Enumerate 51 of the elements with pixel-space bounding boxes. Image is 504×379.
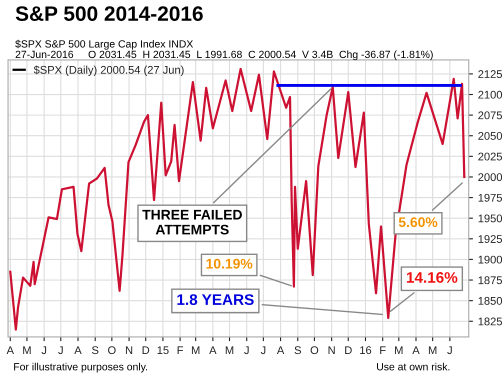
x-tick-label: S [92, 346, 98, 354]
y-tick-label: 1850 [478, 296, 502, 305]
x-tick-label: S [294, 346, 301, 354]
annotation: THREE FAILED ATTEMPTS [142, 210, 242, 235]
x-tick-label: A [6, 346, 14, 354]
y-tick-label: 1875 [478, 276, 502, 284]
x-tick-label: A [74, 346, 82, 354]
y-tick-label: 2000 [478, 173, 502, 182]
y-tick-label: 2125 [478, 70, 502, 78]
y-tick-label: 1975 [478, 194, 502, 202]
line-series [9, 68, 466, 331]
series-label: $SPX (Daily) 2000.54 (27 Jun) [34, 65, 184, 76]
text: For illustrative purposes only. [14, 362, 148, 372]
y-tick-label: 1950 [478, 214, 502, 222]
x-tick-label: N [126, 346, 132, 354]
y-tick-label: 2100 [478, 90, 502, 99]
annotation: 14.16% [406, 272, 458, 283]
x-tick-label: F [380, 346, 386, 354]
annotation: 10.19% [206, 258, 252, 269]
x-tick-label: O [108, 346, 116, 354]
x-tick-label: J [260, 346, 266, 354]
x-tick-label: O [310, 346, 318, 354]
text: Use at own risk. [377, 362, 450, 370]
chart-subtitle: $SPX S&P 500 Large Cap Index INDX 27-Jun-2016 O 2031.45 H 2031.45 L 1991.68 C 2000.54 V 3.4B Chg -36.87 (-1.81%) [15, 40, 433, 60]
x-tick-label: J [244, 346, 249, 354]
x-tick-label: A [209, 346, 217, 354]
x-tick-label: 15 [158, 346, 169, 354]
x-tick-label: A [412, 346, 420, 354]
y-tick-label: 2050 [478, 132, 502, 140]
x-tick-label: F [178, 346, 184, 354]
x-tick-label: J [447, 346, 452, 354]
x-tick-label: J [58, 346, 63, 354]
x-tick-label: D [345, 346, 352, 354]
x-tick-label: M [395, 346, 403, 354]
x-tick-label: M [226, 346, 234, 354]
x-tick-label: 16 [360, 346, 372, 354]
y-tick-label: 1925 [478, 235, 502, 243]
x-tick-label: D [142, 346, 150, 354]
y-tick-label: 1900 [478, 256, 502, 264]
x-tick-label: J [42, 346, 46, 354]
x-tick-label: M [428, 346, 436, 354]
y-tick-label: 2075 [478, 111, 502, 120]
x-tick-label: N [328, 346, 335, 354]
annotation: 1.8 YEARS [177, 294, 254, 306]
y-tick-label: 2025 [478, 152, 502, 160]
chart-title: S&P 500 2014-2016 [16, 6, 203, 21]
annotation: 5.60% [398, 217, 438, 228]
y-tick-label: 1825 [478, 318, 502, 326]
x-tick-label: M [23, 346, 31, 354]
x-tick-label: A [276, 346, 284, 354]
x-tick-label: M [192, 346, 200, 354]
